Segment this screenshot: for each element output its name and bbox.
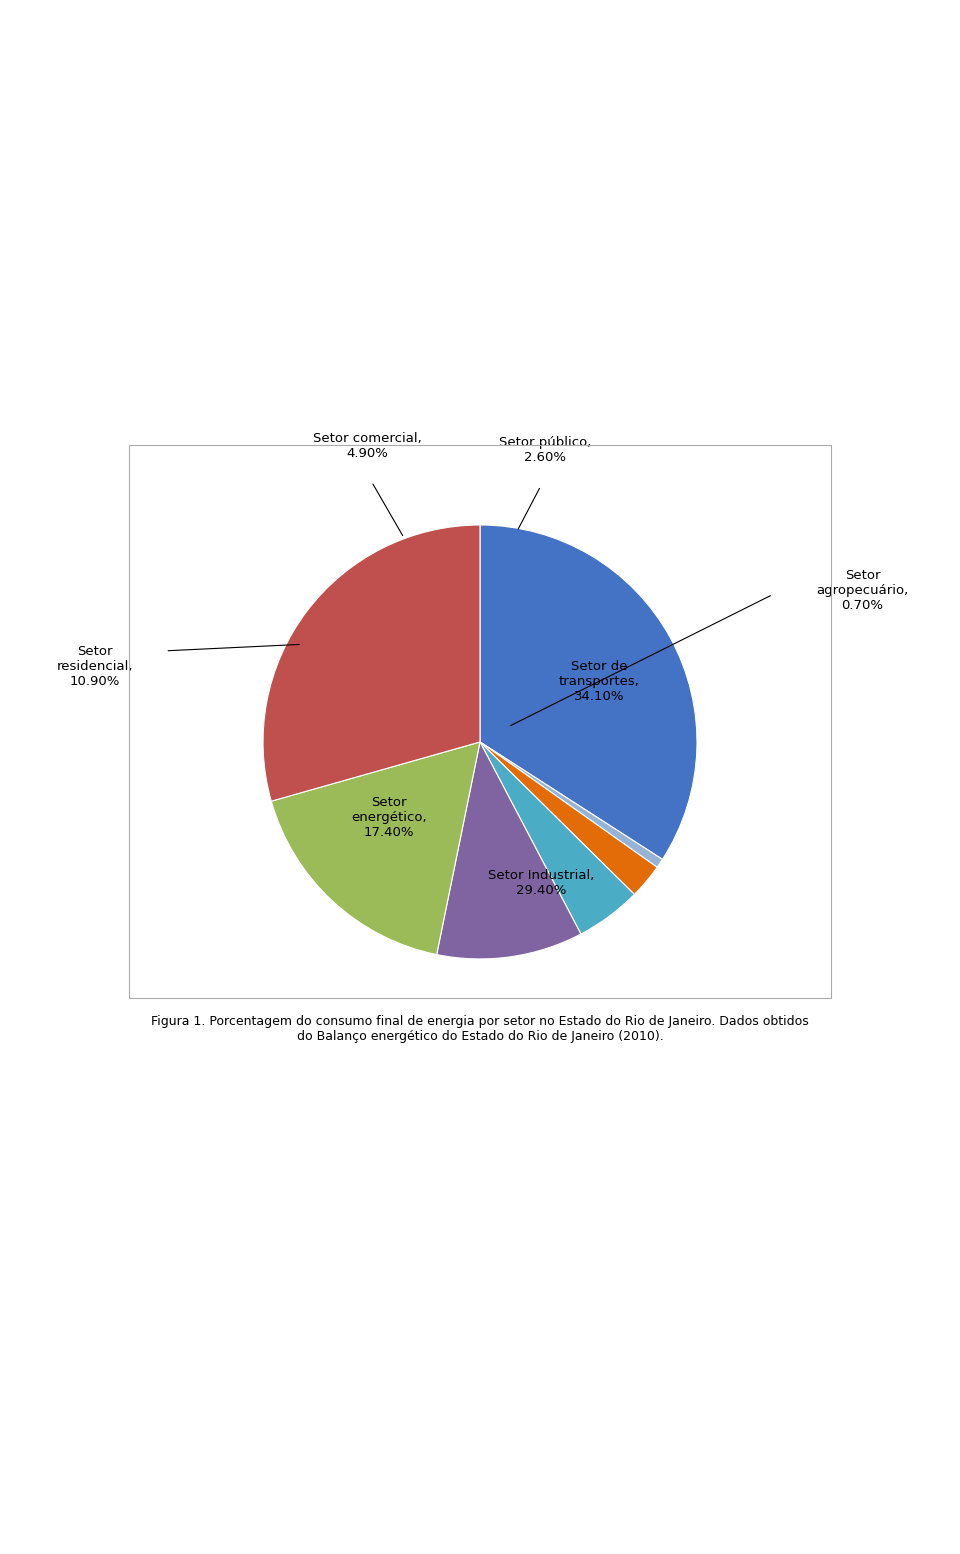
Text: Setor comercial,
4.90%: Setor comercial, 4.90% [313,432,421,460]
Text: Setor Industrial,
29.40%: Setor Industrial, 29.40% [488,869,594,897]
Wedge shape [272,741,480,954]
Text: Setor
residencial,
10.90%: Setor residencial, 10.90% [57,645,132,687]
Wedge shape [480,741,662,867]
Wedge shape [437,741,581,959]
Text: Setor
agropecuário,
0.70%: Setor agropecuário, 0.70% [816,569,908,612]
Text: Setor
energético,
17.40%: Setor energético, 17.40% [351,796,426,839]
Wedge shape [480,741,658,895]
Wedge shape [263,525,480,802]
Wedge shape [480,741,635,934]
Text: Figura 1. Porcentagem do consumo final de energia por setor no Estado do Rio de : Figura 1. Porcentagem do consumo final d… [151,1015,809,1043]
Text: Setor público,
2.60%: Setor público, 2.60% [499,437,591,465]
Wedge shape [480,525,697,859]
Text: Setor de
transportes,
34.10%: Setor de transportes, 34.10% [559,660,639,702]
